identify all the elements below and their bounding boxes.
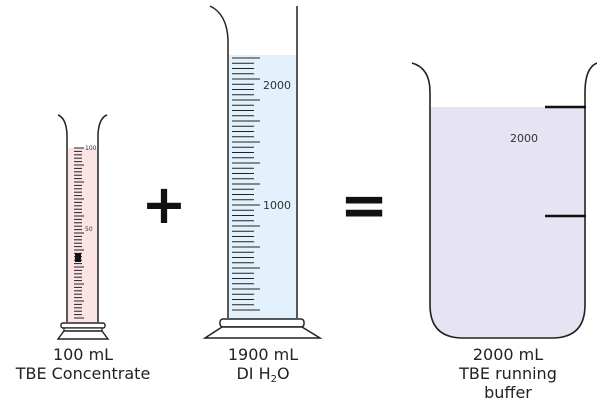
large-cylinder-volume: 1900 mL bbox=[227, 345, 299, 364]
small-graduated-cylinder: 100 50 bbox=[56, 114, 110, 340]
large-tick-label-1000: 1000 bbox=[263, 199, 291, 212]
small-cylinder-caption: 100 mL TBE Concentrate bbox=[0, 345, 166, 383]
equals-sign: = bbox=[340, 171, 389, 239]
beaker-name-line1: TBE running bbox=[459, 364, 557, 383]
small-tick-label-100: 100 bbox=[85, 145, 97, 152]
large-cylinder-base bbox=[202, 326, 323, 339]
large-graduated-cylinder: 2000 1000 bbox=[202, 5, 323, 339]
beaker-outline bbox=[411, 62, 597, 339]
beaker-liquid bbox=[430, 107, 585, 338]
beaker-volume: 2000 mL bbox=[472, 345, 544, 364]
large-cylinder-name: DI H2O bbox=[236, 364, 290, 385]
small-cylinder-base bbox=[56, 330, 110, 340]
beaker-name-line2: buffer bbox=[484, 383, 532, 402]
small-cylinder-name: TBE Concentrate bbox=[15, 364, 151, 383]
large-cylinder-liquid bbox=[229, 55, 297, 319]
beaker-caption: 2000 mL TBE running buffer bbox=[440, 345, 576, 402]
small-cylinder-volume: 100 mL bbox=[52, 345, 114, 364]
small-cylinder-liquid bbox=[68, 148, 98, 322]
small-cylinder-marker bbox=[75, 253, 81, 262]
plus-sign: + bbox=[141, 173, 186, 236]
small-tick-label-50: 50 bbox=[85, 226, 93, 233]
large-cylinder-caption: 1900 mL DI H2O bbox=[200, 345, 326, 389]
beaker-mark-label: 2000 bbox=[510, 132, 538, 145]
beaker: 2000 bbox=[411, 62, 597, 339]
large-cylinder-graduations bbox=[232, 57, 260, 311]
large-tick-label-2000: 2000 bbox=[263, 79, 291, 92]
